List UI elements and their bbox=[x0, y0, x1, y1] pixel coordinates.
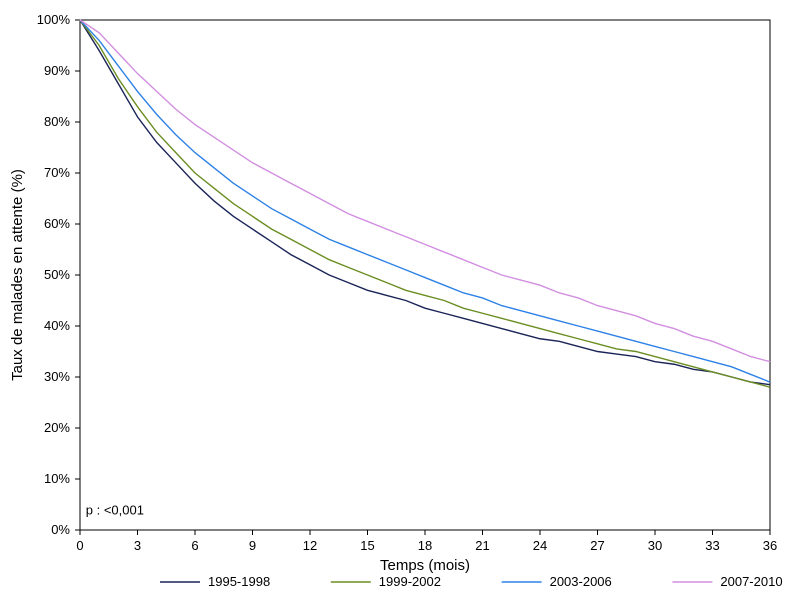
x-tick-label: 24 bbox=[533, 538, 547, 553]
series-line-2 bbox=[80, 20, 770, 382]
x-tick-label: 0 bbox=[76, 538, 83, 553]
series-line-3 bbox=[80, 20, 770, 362]
legend-label-1: 1999-2002 bbox=[379, 574, 441, 589]
x-tick-label: 33 bbox=[705, 538, 719, 553]
x-tick-label: 12 bbox=[303, 538, 317, 553]
x-tick-label: 9 bbox=[249, 538, 256, 553]
y-tick-label: 90% bbox=[44, 63, 70, 78]
x-tick-label: 3 bbox=[134, 538, 141, 553]
legend-label-3: 2007-2010 bbox=[720, 574, 782, 589]
x-tick-label: 27 bbox=[590, 538, 604, 553]
x-axis-label: Temps (mois) bbox=[380, 557, 470, 574]
y-tick-label: 80% bbox=[44, 114, 70, 129]
series-line-1 bbox=[80, 20, 770, 387]
y-tick-label: 20% bbox=[44, 420, 70, 435]
y-tick-label: 60% bbox=[44, 216, 70, 231]
legend-label-2: 2003-2006 bbox=[550, 574, 612, 589]
y-axis-label: Taux de malades en attente (%) bbox=[9, 169, 26, 381]
survival-chart: 0369121518212427303336Temps (mois)0%10%2… bbox=[0, 0, 800, 600]
x-tick-label: 18 bbox=[418, 538, 432, 553]
plot-border bbox=[80, 20, 770, 530]
x-tick-label: 21 bbox=[475, 538, 489, 553]
y-tick-label: 0% bbox=[51, 522, 70, 537]
y-tick-label: 10% bbox=[44, 471, 70, 486]
x-tick-label: 6 bbox=[191, 538, 198, 553]
y-tick-label: 100% bbox=[37, 12, 71, 27]
legend-label-0: 1995-1998 bbox=[208, 574, 270, 589]
y-tick-label: 70% bbox=[44, 165, 70, 180]
y-tick-label: 50% bbox=[44, 267, 70, 282]
y-tick-label: 40% bbox=[44, 318, 70, 333]
x-tick-label: 15 bbox=[360, 538, 374, 553]
x-tick-label: 36 bbox=[763, 538, 777, 553]
p-value-annotation: p : <0,001 bbox=[86, 503, 144, 518]
x-tick-label: 30 bbox=[648, 538, 662, 553]
series-line-0 bbox=[80, 20, 770, 385]
y-tick-label: 30% bbox=[44, 369, 70, 384]
